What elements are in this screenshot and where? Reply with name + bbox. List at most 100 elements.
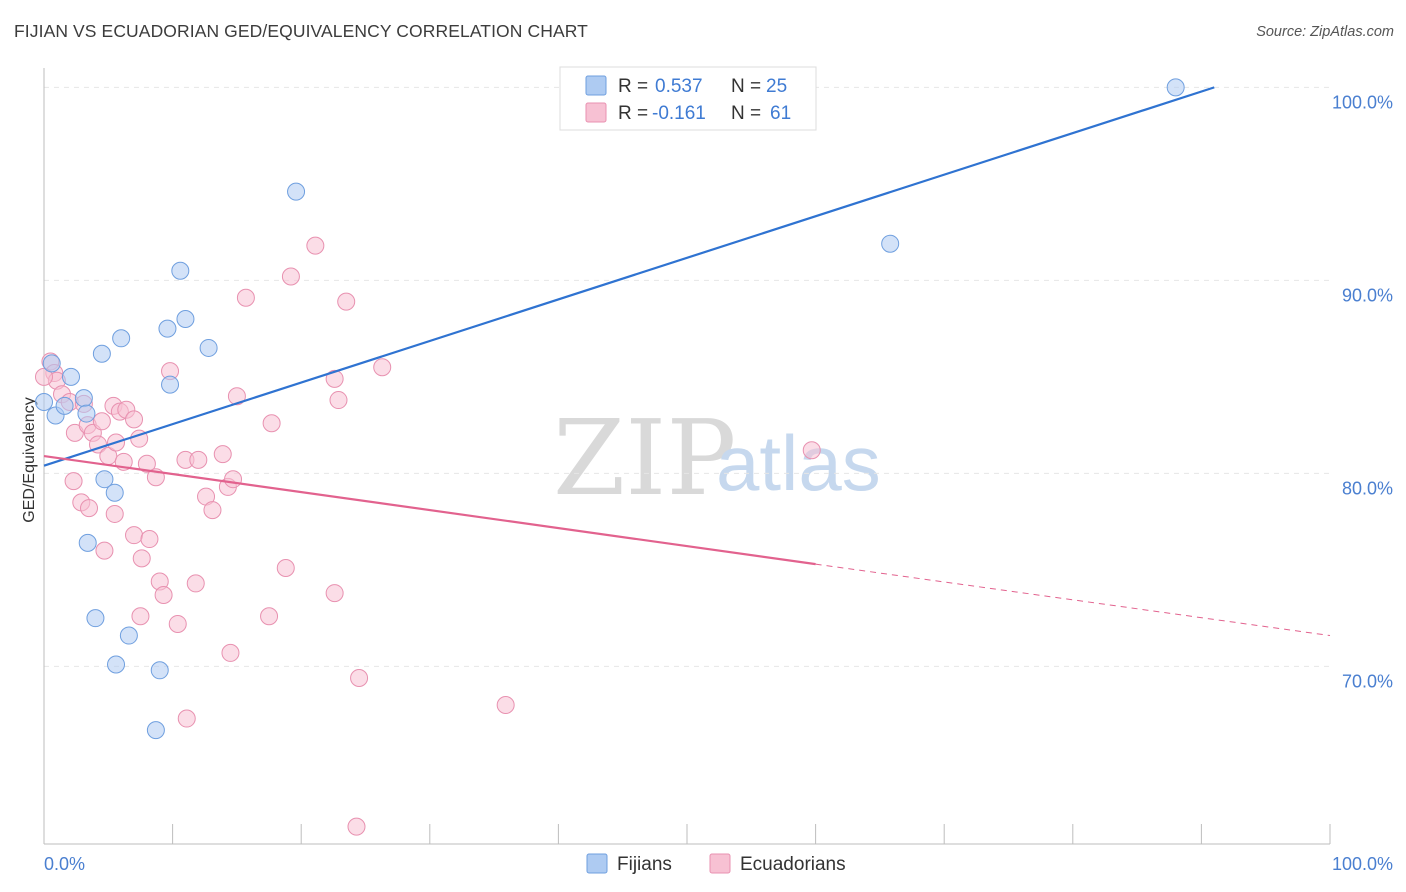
ecuadorian-point — [203, 501, 222, 520]
fijian-point — [171, 261, 190, 280]
y-tick-label: 90.0% — [1342, 285, 1393, 305]
fijian-point — [78, 533, 97, 552]
fijian-point — [86, 609, 105, 628]
y-tick-label: 100.0% — [1332, 92, 1393, 112]
ecuadorian-point — [227, 387, 246, 406]
watermark: ZIP atlas — [553, 397, 881, 519]
stats-r-value-fijians: 0.537 — [655, 76, 703, 97]
y-axis-label: GED/Equivalency — [21, 397, 38, 522]
fijian-point — [1166, 78, 1185, 97]
fijian-point — [105, 483, 124, 502]
fijian-point — [42, 354, 61, 373]
fijian-point — [199, 338, 218, 357]
fijian-point — [107, 655, 126, 674]
ecuadorian-point — [35, 367, 53, 386]
x-tick-label-max: 100.0% — [1332, 854, 1393, 874]
fijian-point — [92, 344, 111, 363]
legend-swatch-ecuadorians — [709, 853, 731, 874]
ecuadorian-point — [131, 607, 150, 626]
fijian-point — [161, 375, 180, 394]
ecuadorian-point — [260, 607, 279, 626]
ecuadorian-point — [496, 696, 515, 715]
ecuadorian-point — [95, 541, 114, 560]
ecuadorian-point — [105, 504, 124, 523]
ecuadorian-point — [306, 236, 325, 255]
gridlines — [44, 86, 1330, 667]
ecuadorian-point — [276, 558, 295, 577]
ecuadorian-point — [325, 584, 344, 603]
fijian-point — [62, 367, 81, 386]
fijian-point — [55, 396, 74, 415]
ecuadorian-point — [347, 817, 366, 836]
ecuadorian-point — [213, 445, 232, 464]
legend-label-ecuadorians: Ecuadorians — [740, 854, 846, 875]
stats-swatch-fijians — [585, 75, 607, 96]
ecuadorian-point — [168, 614, 187, 633]
ecuadorian-point — [125, 526, 144, 545]
fijian-point — [119, 626, 138, 645]
ecuadorian-point — [224, 470, 243, 489]
y-tick-label: 80.0% — [1342, 478, 1393, 498]
source-credit: Source: ZipAtlas.com — [1256, 24, 1394, 40]
ecuadorian-point — [137, 454, 156, 473]
ecuadorian-point — [262, 414, 281, 433]
stats-n-label-fijians: N = — [731, 76, 766, 97]
ecuadorian-point — [189, 450, 208, 469]
ecuadorian-point — [92, 412, 111, 431]
chart-title: FIJIAN VS ECUADORIAN GED/EQUIVALENCY COR… — [14, 21, 588, 41]
ecuadorian-point — [337, 292, 356, 311]
stats-n-value-ecuadorians: 61 — [770, 103, 791, 124]
stats-n-value-fijians: 25 — [766, 76, 787, 97]
ecuadorian-point — [373, 358, 392, 377]
fijian-point — [95, 470, 114, 489]
ecuadorian-point — [177, 709, 196, 728]
ecuadorian-point — [281, 267, 300, 286]
stats-swatch-ecuadorians — [585, 102, 607, 123]
fijian-point — [158, 319, 177, 338]
y-tick-label: 70.0% — [1342, 671, 1393, 691]
fijian-point — [881, 234, 900, 253]
ecuadorian-trend-line-extension — [815, 563, 1331, 637]
stats-r-label-fijians: R = — [618, 76, 653, 97]
stats-r-value-ecuadorians: -0.161 — [652, 103, 706, 124]
ecuadorian-point — [186, 574, 205, 593]
fijian-point — [146, 721, 165, 740]
ecuadorian-point — [329, 391, 348, 410]
stats-legend: R = 0.537 N = 25 R = -0.161 N = 61 — [559, 66, 817, 131]
fijian-point — [287, 182, 306, 201]
stats-n-label-ecuadorians: N = — [731, 103, 766, 124]
ecuadorian-point — [140, 530, 159, 549]
ecuadorian-point — [325, 369, 344, 388]
fijian-point — [77, 404, 96, 423]
ecuadorian-point — [132, 549, 151, 568]
ecuadorian-point — [350, 669, 369, 688]
ecuadorian-point — [236, 288, 255, 307]
ecuadorian-point — [125, 410, 144, 429]
ecuadorian-point — [64, 472, 83, 491]
fijian-point — [35, 392, 53, 411]
legend-swatch-fijians — [586, 853, 608, 874]
axes — [43, 68, 1331, 845]
stats-r-label-ecuadorians: R = — [618, 103, 653, 124]
ecuadorian-point — [802, 441, 821, 460]
watermark-atlas: atlas — [716, 419, 881, 507]
ecuadorian-point — [154, 586, 173, 605]
x-tick-label-min: 0.0% — [44, 854, 85, 874]
legend-label-fijians: Fijians — [617, 854, 672, 875]
fijian-point — [112, 329, 131, 348]
fijian-point — [150, 661, 169, 680]
fijian-point — [176, 309, 195, 328]
fijian-trend-line — [43, 86, 1215, 467]
ecuadorian-point — [80, 499, 99, 518]
series-legend: Fijians Ecuadorians — [586, 853, 846, 875]
fijian-points — [35, 78, 1185, 740]
ecuadorian-points — [35, 236, 821, 836]
trend-lines — [43, 86, 1331, 637]
x-tick-labels: 0.0% 100.0% — [44, 854, 1393, 874]
watermark-zip: ZIP — [553, 397, 736, 519]
fijian-point — [74, 389, 93, 408]
ecuadorian-point — [221, 643, 240, 662]
ecuadorian-trend-line — [43, 454, 816, 566]
y-tick-labels: 70.0% 80.0% 90.0% 100.0% — [1332, 92, 1393, 691]
